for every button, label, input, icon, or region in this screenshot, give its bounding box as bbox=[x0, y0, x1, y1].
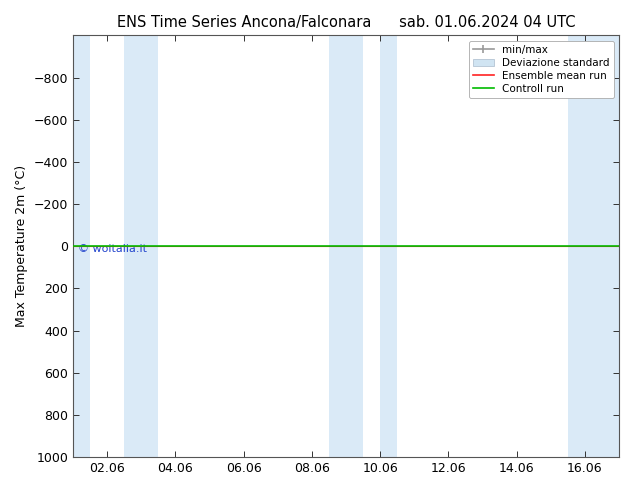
Text: © woitalia.it: © woitalia.it bbox=[79, 244, 147, 254]
Bar bbox=[329, 35, 363, 457]
Legend: min/max, Deviazione standard, Ensemble mean run, Controll run: min/max, Deviazione standard, Ensemble m… bbox=[469, 41, 614, 98]
Bar bbox=[73, 35, 90, 457]
Bar bbox=[568, 35, 602, 457]
Bar bbox=[380, 35, 397, 457]
Title: ENS Time Series Ancona/Falconara      sab. 01.06.2024 04 UTC: ENS Time Series Ancona/Falconara sab. 01… bbox=[117, 15, 575, 30]
Bar bbox=[602, 35, 619, 457]
Bar bbox=[124, 35, 158, 457]
Y-axis label: Max Temperature 2m (°C): Max Temperature 2m (°C) bbox=[15, 165, 28, 327]
